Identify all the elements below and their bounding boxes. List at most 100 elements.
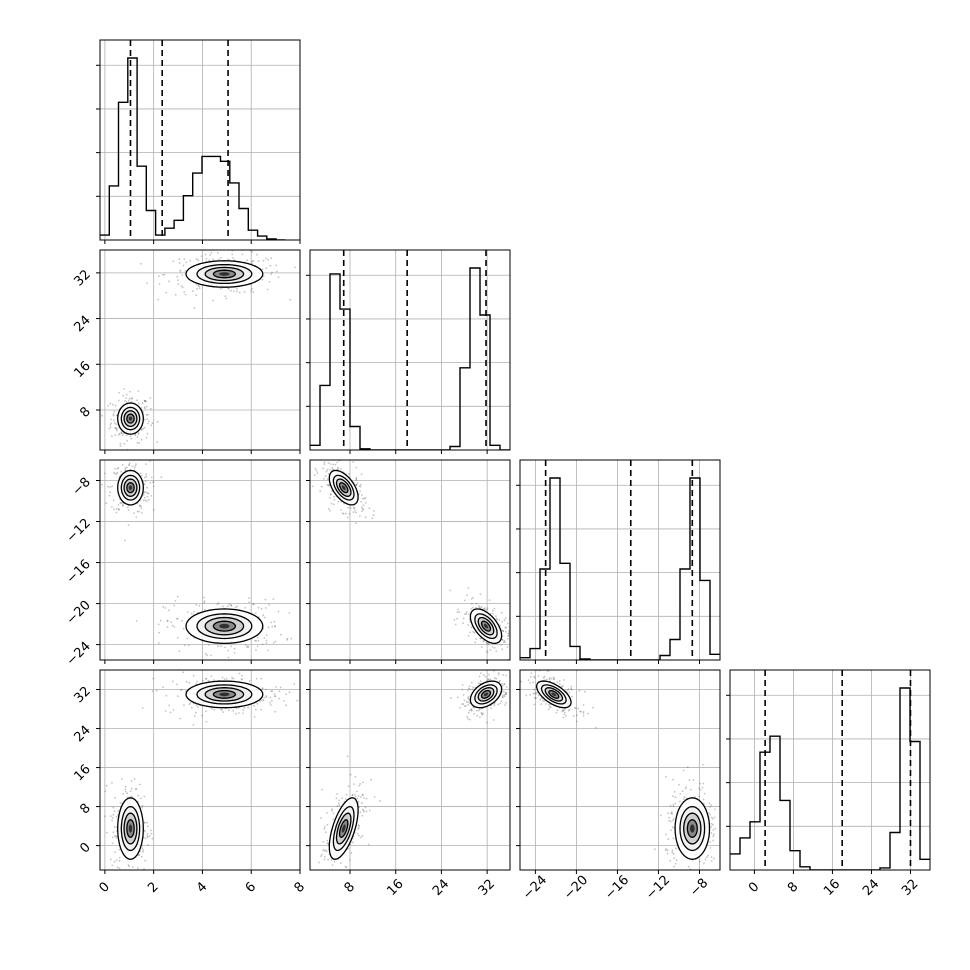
- scatter-point: [205, 257, 208, 260]
- scatter-point: [467, 624, 469, 626]
- scatter-point: [323, 827, 326, 830]
- scatter-point: [104, 472, 106, 475]
- scatter-point: [204, 652, 207, 655]
- scatter-point: [133, 512, 135, 514]
- scatter-point: [140, 262, 142, 265]
- scatter-point: [673, 865, 675, 868]
- scatter-point: [579, 710, 582, 713]
- scatter-point: [109, 402, 112, 405]
- scatter-point: [496, 618, 498, 621]
- scatter-point: [478, 606, 481, 609]
- scatter-point: [200, 255, 203, 257]
- scatter-point: [146, 282, 148, 284]
- scatter-point: [537, 675, 540, 677]
- scatter-point: [210, 707, 213, 710]
- scatter-point: [140, 797, 142, 800]
- scatter-point: [244, 644, 247, 646]
- scatter-point: [122, 504, 124, 507]
- x-tick-label: 32: [476, 877, 498, 899]
- scatter-point: [182, 671, 185, 674]
- x-tick-label: 24: [430, 877, 452, 899]
- scatter-point: [223, 678, 226, 680]
- scatter-point: [552, 676, 555, 679]
- scatter-point: [347, 785, 350, 788]
- scatter-point: [109, 426, 112, 428]
- scatter-point: [498, 619, 501, 621]
- scatter-point: [482, 640, 485, 643]
- scatter-point: [108, 494, 111, 497]
- y-tick-label: −16: [64, 557, 94, 587]
- scatter-point: [351, 794, 354, 796]
- scatter-point: [178, 262, 181, 264]
- scatter-point: [486, 607, 489, 609]
- density-contour: [219, 623, 230, 629]
- scatter-point: [219, 288, 222, 290]
- scatter-point: [491, 612, 494, 615]
- scatter-point: [121, 457, 123, 459]
- scatter-point: [331, 454, 333, 456]
- scatter-point: [355, 483, 358, 486]
- scatter-point: [257, 639, 260, 642]
- scatter-point: [338, 799, 340, 802]
- scatter-point: [105, 784, 108, 787]
- scatter-point: [491, 645, 494, 648]
- scatter-point: [364, 516, 367, 519]
- scatter-point: [235, 290, 238, 293]
- scatter-point: [533, 688, 536, 691]
- scatter-point: [592, 706, 594, 709]
- scatter-point: [286, 637, 289, 640]
- scatter-point: [515, 684, 517, 686]
- scatter-point: [255, 649, 257, 651]
- scatter-point: [341, 797, 343, 799]
- x-tick-label: −20: [561, 873, 591, 903]
- scatter-point: [511, 689, 513, 691]
- scatter-point: [466, 715, 468, 718]
- scatter-point: [679, 800, 681, 803]
- scatter-point: [176, 617, 179, 620]
- scatter-point: [210, 675, 213, 677]
- scatter-point: [164, 607, 167, 609]
- scatter-point: [462, 622, 464, 624]
- scatter-point: [672, 805, 675, 808]
- scatter-point: [286, 639, 289, 641]
- scatter-point: [348, 473, 350, 475]
- y-tick-label: −8: [70, 475, 94, 499]
- scatter-point: [514, 700, 516, 702]
- scatter-point: [265, 634, 268, 636]
- scatter-point: [564, 711, 566, 714]
- scatter-point: [135, 516, 138, 518]
- scatter-point: [329, 497, 331, 499]
- scatter-point: [242, 712, 244, 715]
- x-tick-label: 2: [145, 880, 161, 896]
- scatter-point: [106, 831, 108, 834]
- scatter-point: [262, 259, 265, 262]
- scatter-point: [125, 401, 128, 403]
- scatter-point: [354, 775, 357, 778]
- x-tick-label: 0: [96, 880, 112, 896]
- scatter-point: [335, 797, 338, 800]
- scatter-point: [270, 690, 273, 692]
- scatter-point: [710, 822, 713, 825]
- scatter-point: [260, 607, 263, 610]
- scatter-point: [709, 806, 712, 808]
- scatter-point: [323, 477, 325, 480]
- panel-frame: [99, 249, 301, 451]
- scatter-point: [124, 788, 127, 791]
- scatter-point: [476, 709, 478, 712]
- scatter-point: [254, 612, 257, 614]
- scatter-point: [699, 789, 702, 791]
- scatter-point: [279, 686, 282, 689]
- scatter-point: [362, 794, 364, 797]
- scatter-point: [467, 717, 469, 720]
- scatter-point: [158, 275, 160, 277]
- scatter-point: [534, 696, 536, 699]
- scatter-point: [115, 473, 118, 475]
- scatter-point: [149, 460, 152, 462]
- scatter-point: [468, 685, 471, 687]
- scatter-point: [540, 697, 543, 699]
- scatter-point: [118, 432, 121, 435]
- scatter-point: [322, 840, 325, 843]
- scatter-point: [210, 654, 212, 657]
- scatter-point: [493, 704, 496, 707]
- scatter-point: [354, 795, 357, 798]
